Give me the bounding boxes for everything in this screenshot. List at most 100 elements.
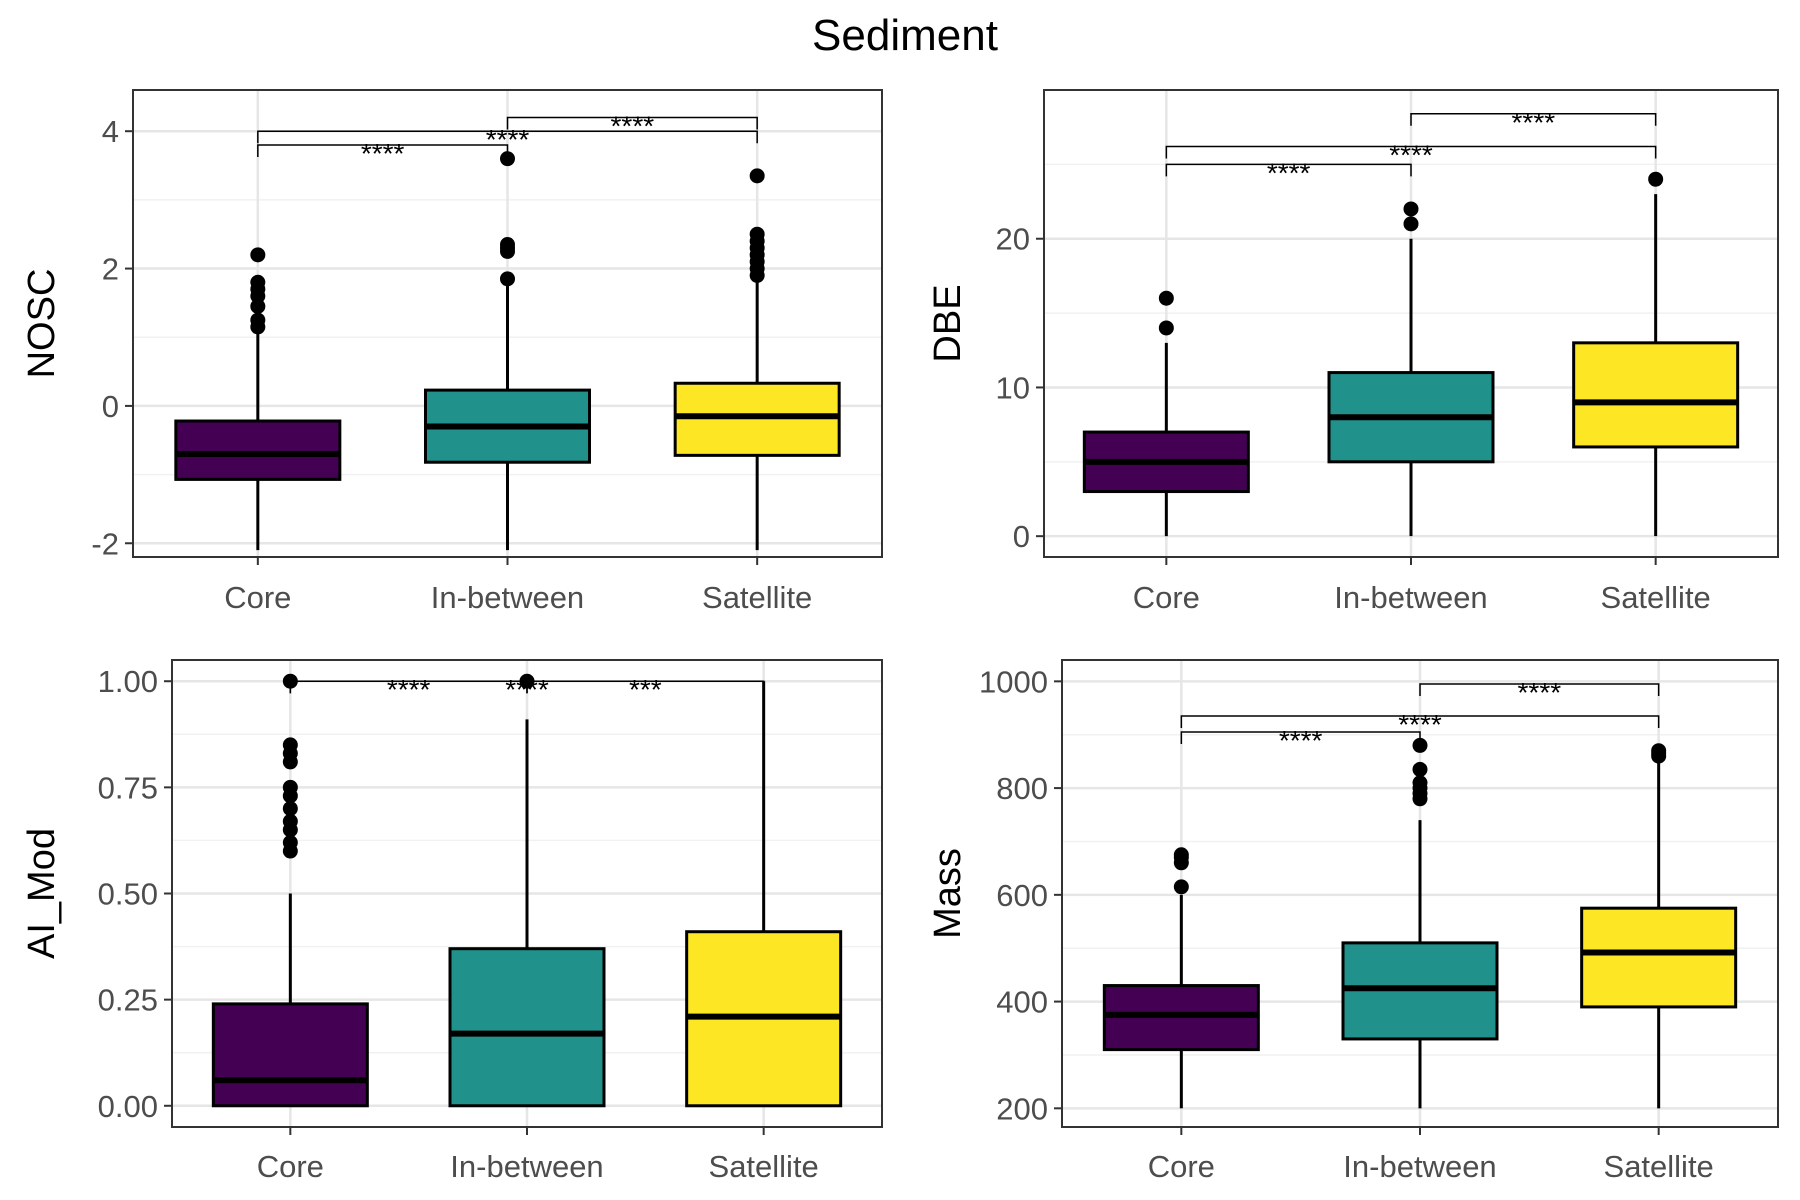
- box-core: [1082, 290, 1250, 537]
- outlier-point: [500, 271, 515, 287]
- outlier-point: [1412, 761, 1428, 777]
- y-axis-title: AI_Mod: [21, 828, 63, 959]
- y-tick-label: 1000: [979, 664, 1048, 699]
- box-satellite: [1580, 743, 1738, 1109]
- x-tick-label: Satellite: [1601, 580, 1711, 615]
- significance-label: ****: [1518, 677, 1562, 708]
- box-satellite: [1572, 171, 1740, 537]
- x-tick-label: In-between: [1343, 1149, 1496, 1184]
- significance-label: ****: [1279, 725, 1323, 756]
- y-tick-label: -2: [91, 526, 119, 561]
- outlier-point: [1173, 879, 1189, 895]
- outlier-point: [282, 835, 298, 851]
- box-satellite: [685, 681, 843, 1108]
- outlier-point: [282, 801, 298, 817]
- significance-label: ****: [1512, 107, 1556, 138]
- significance-label: ****: [611, 110, 655, 141]
- figure-title: Sediment: [812, 11, 998, 60]
- y-tick-label: 800: [996, 771, 1048, 806]
- comparison-bracket: ****: [1180, 709, 1660, 740]
- outlier-point: [250, 312, 266, 328]
- outlier-point: [1412, 775, 1428, 791]
- comparison-bracket: ****: [1180, 725, 1421, 756]
- bracket-line: [526, 680, 765, 694]
- outlier-point: [250, 298, 266, 314]
- y-tick-label: 10: [996, 370, 1030, 405]
- y-tick-label: 0.25: [98, 983, 158, 1018]
- outlier-point: [1403, 216, 1419, 232]
- outlier-point: [250, 274, 266, 290]
- panel-mass: **** **** **** 200 400 600 800 1000 Core In-betwe…: [927, 659, 1779, 1184]
- comparison-bracket: ****: [1165, 140, 1657, 171]
- y-tick-label: 0: [102, 389, 119, 424]
- y-tick-label: 200: [996, 1091, 1048, 1126]
- box-core: [1102, 847, 1260, 1109]
- x-tick-label: Satellite: [1604, 1149, 1714, 1184]
- comparison-bracket: ****: [257, 138, 509, 169]
- box-iqr: [1580, 906, 1738, 1009]
- bracket-line: [506, 116, 758, 130]
- comparison-bracket: ****: [1410, 107, 1657, 138]
- box-iqr: [174, 419, 342, 481]
- outlier-point: [749, 168, 765, 184]
- bracket-line: [1410, 113, 1657, 126]
- x-tick-label: Core: [1133, 580, 1200, 615]
- bracket-line: [1180, 731, 1421, 745]
- significance-label: ****: [361, 138, 405, 169]
- box-in-between: [1341, 737, 1499, 1109]
- outlier-point: [1412, 737, 1428, 753]
- y-tick-label: 0: [1013, 519, 1030, 554]
- significance-label: ****: [387, 674, 431, 705]
- outlier-point: [1173, 847, 1189, 863]
- significance-label: ****: [1398, 709, 1442, 740]
- box-iqr: [211, 1002, 369, 1108]
- comparison-bracket: ****: [1419, 677, 1660, 708]
- bracket-line: [257, 144, 509, 157]
- outlier-point: [250, 247, 266, 263]
- x-tick-label: Satellite: [702, 580, 812, 615]
- x-tick-label: In-between: [431, 580, 584, 615]
- box-iqr: [448, 947, 606, 1108]
- comparison-bracket: ***: [526, 674, 765, 705]
- y-axis-title: NOSC: [21, 269, 63, 379]
- y-tick-label: 1.00: [98, 664, 158, 699]
- x-tick-label: In-between: [1334, 580, 1487, 615]
- bracket-line: [1165, 163, 1412, 177]
- y-tick-label: 0.50: [98, 877, 158, 912]
- comparison-bracket: ****: [506, 110, 758, 141]
- significance-label: ****: [1267, 157, 1311, 188]
- bracket-line: [1165, 145, 1657, 159]
- box-iqr: [1572, 341, 1740, 449]
- y-tick-label: 20: [996, 222, 1030, 257]
- outlier-point: [500, 151, 515, 167]
- box-core: [174, 247, 342, 551]
- y-axis-title: DBE: [927, 284, 969, 362]
- box-core: [211, 673, 369, 1108]
- bracket-line: [257, 130, 758, 144]
- y-tick-label: 0.00: [98, 1089, 158, 1124]
- box-in-between: [424, 151, 591, 551]
- outlier-point: [749, 226, 765, 242]
- x-tick-label: Core: [1148, 1149, 1215, 1184]
- outlier-point: [1648, 171, 1664, 187]
- outlier-point: [282, 813, 298, 829]
- y-axis-title: Mass: [927, 848, 969, 939]
- panel-dbe: **** **** **** 0 10 20 Core In-between Satellite…: [927, 89, 1779, 615]
- x-tick-label: Core: [257, 1149, 324, 1184]
- y-tick-label: 4: [102, 114, 119, 149]
- bracket-line: [1419, 683, 1660, 697]
- x-tick-label: Core: [224, 580, 291, 615]
- outlier-point: [1158, 290, 1174, 306]
- box-in-between: [1327, 201, 1495, 537]
- significance-label: ***: [629, 674, 662, 705]
- box-iqr: [673, 381, 841, 457]
- outlier-point: [282, 737, 298, 753]
- y-tick-label: 0.75: [98, 770, 158, 805]
- outlier-point: [500, 237, 515, 253]
- bracket-line: [1180, 715, 1660, 729]
- x-tick-label: In-between: [450, 1149, 603, 1184]
- box-satellite: [673, 168, 841, 551]
